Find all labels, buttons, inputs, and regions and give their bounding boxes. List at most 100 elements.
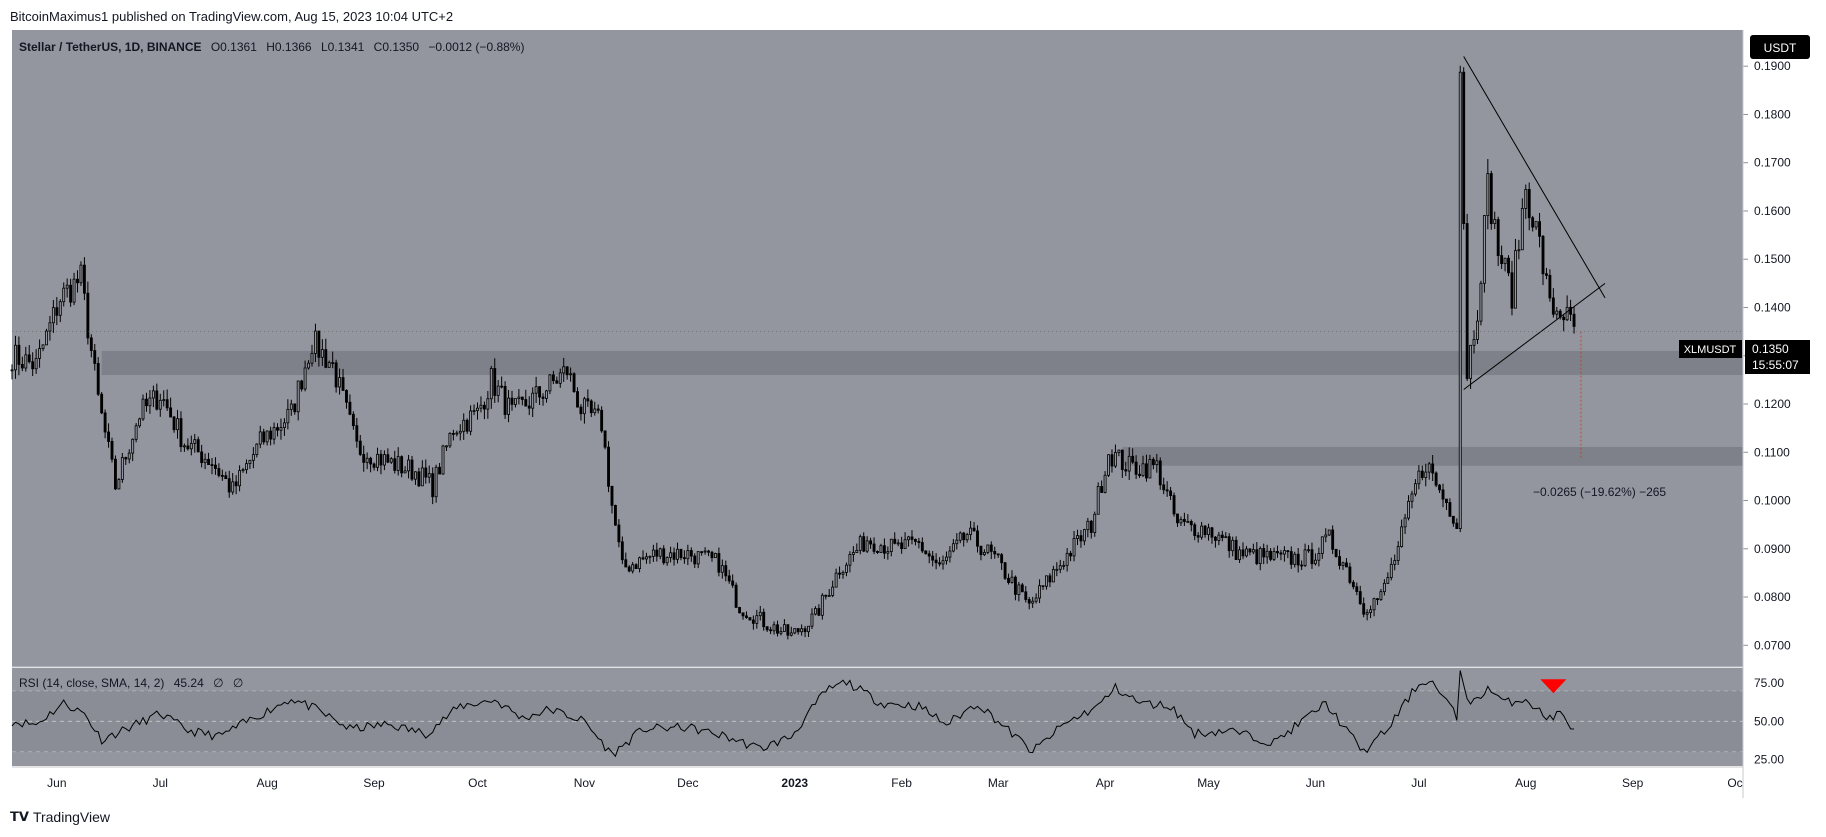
symbol-legend[interactable]: Stellar / TetherUS, 1D, BINANCE O0.1361 … — [19, 40, 524, 54]
candle-body — [451, 432, 455, 435]
price-axis[interactable]: 0.1900 0.1800 0.1700 0.1600 0.1500 0.1400 0.13… — [1743, 59, 1791, 766]
candle-body — [200, 451, 204, 464]
rsi-legend[interactable]: RSI (14, close, SMA, 14, 2) 45.24 ∅ ∅ — [19, 676, 243, 690]
price-tick-label: 0.1000 — [1754, 494, 1791, 508]
price-tick-label: 0.1700 — [1754, 156, 1791, 170]
candle-body — [89, 337, 93, 351]
candle-body — [69, 284, 73, 303]
candle-body — [807, 625, 810, 633]
currency-button[interactable] — [1750, 35, 1810, 59]
candle-body — [1472, 339, 1476, 346]
candle-body — [827, 595, 831, 597]
candle-body — [417, 471, 421, 487]
candle-body — [831, 586, 835, 596]
candle-body — [865, 540, 869, 552]
candle-body — [217, 468, 221, 476]
candle-body — [1262, 548, 1266, 558]
candle-body — [245, 463, 248, 471]
candle-body — [938, 562, 942, 565]
candle-body — [1193, 524, 1197, 536]
candle-body — [689, 550, 693, 557]
candle-body — [1393, 560, 1397, 565]
candle-body — [858, 536, 862, 551]
candle-body — [614, 504, 617, 526]
candle-body — [545, 390, 548, 399]
candle-body — [48, 322, 52, 332]
candle-body — [255, 443, 259, 455]
candle-body — [889, 538, 893, 552]
candle-body — [703, 550, 707, 553]
candle-body — [982, 552, 986, 556]
candle-body — [1000, 554, 1004, 564]
triangle-trendline[interactable] — [1463, 56, 1606, 299]
candle-body — [1310, 549, 1314, 565]
candle-body — [876, 550, 879, 553]
candle-body — [1469, 344, 1473, 379]
time-tick-label: Aug — [1515, 776, 1536, 790]
candle-body — [1245, 548, 1248, 557]
time-tick-label: Mar — [988, 776, 1009, 790]
candle-body — [1110, 454, 1114, 467]
candle-body — [1403, 517, 1407, 528]
candle-body — [1100, 486, 1104, 493]
candle-body — [45, 330, 48, 346]
candle-body — [86, 292, 90, 339]
candle-body — [569, 373, 573, 376]
candle-body — [1320, 536, 1324, 554]
candle-body — [251, 454, 255, 461]
candle-body — [1458, 71, 1462, 529]
candle-body — [355, 425, 359, 442]
time-axis[interactable]: Jun Jul Aug Sep Oct Nov Dec 2023 Feb Mar Apr May Jun… — [47, 776, 1743, 790]
candle-body — [672, 552, 676, 560]
candle-body — [24, 354, 28, 369]
candle-body — [1455, 522, 1459, 529]
candle-body — [917, 541, 921, 543]
candle-body — [145, 398, 148, 407]
price-tick-label: 0.0700 — [1754, 638, 1791, 652]
candle-body — [1176, 513, 1179, 524]
candle-body — [527, 405, 531, 409]
candle-body — [41, 344, 45, 349]
candle-body — [348, 401, 352, 415]
candle-body — [38, 348, 42, 359]
candle-body — [289, 403, 293, 410]
candle-body — [803, 628, 807, 633]
candle-body — [610, 485, 614, 506]
candle-body — [682, 557, 686, 560]
candle-body — [1317, 553, 1321, 561]
candles — [10, 65, 1576, 640]
candle-body — [1513, 250, 1517, 309]
triangle-trendline[interactable] — [1463, 282, 1606, 390]
candle-body — [1510, 272, 1514, 309]
candle-body — [679, 548, 683, 559]
price-tick-label: 0.1200 — [1754, 397, 1791, 411]
candle-body — [362, 454, 366, 463]
candle-body — [1007, 577, 1010, 583]
candle-body — [555, 380, 559, 384]
candle-body — [76, 278, 79, 284]
rsi-panel — [11, 670, 1743, 758]
candle-body — [886, 551, 890, 554]
candle-body — [496, 385, 500, 396]
candle-body — [1117, 449, 1121, 453]
candle-body — [1065, 552, 1069, 566]
candle-body — [600, 409, 604, 432]
candle-body — [1041, 585, 1045, 588]
candle-body — [1048, 575, 1052, 583]
candle-body — [1127, 455, 1131, 472]
price-tag-symbol: XLMUSDT — [1684, 344, 1737, 356]
candle-body — [1141, 463, 1145, 477]
candle-body — [79, 264, 83, 284]
time-tick-label: Jul — [1411, 776, 1426, 790]
low-value: 0.1341 — [328, 40, 365, 54]
candle-body — [1572, 313, 1576, 327]
candle-body — [1013, 576, 1017, 595]
candle-body — [365, 457, 369, 463]
candle-body — [810, 613, 814, 627]
candle-body — [986, 544, 990, 553]
candle-body — [586, 398, 590, 402]
candle-body — [358, 440, 362, 455]
candle-body — [282, 422, 286, 428]
candle-body — [845, 564, 848, 573]
candle-body — [431, 473, 435, 498]
